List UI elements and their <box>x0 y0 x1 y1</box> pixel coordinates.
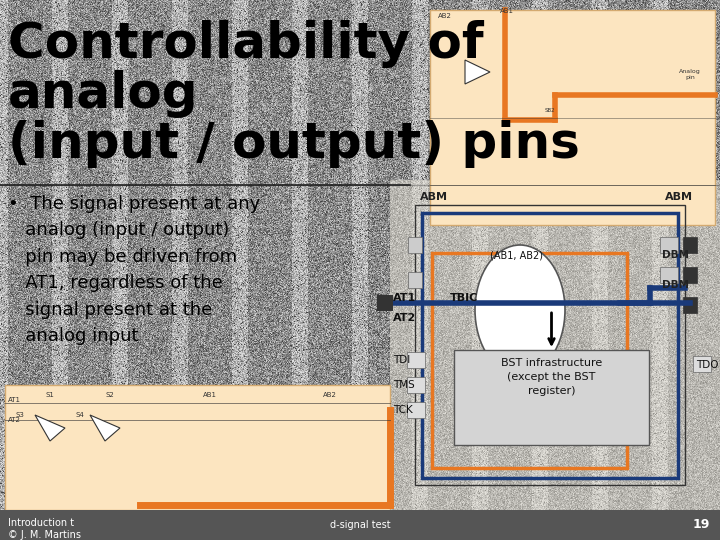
Text: DBM: DBM <box>662 250 689 260</box>
Bar <box>0 510 720 540</box>
Bar <box>683 267 697 283</box>
Text: BST infrastructure
(except the BST
register): BST infrastructure (except the BST regis… <box>501 358 602 396</box>
Text: Analog
pin: Analog pin <box>679 69 701 80</box>
Text: ABM: ABM <box>420 192 448 202</box>
Polygon shape <box>35 415 65 441</box>
Bar <box>408 272 422 288</box>
Bar <box>693 356 711 372</box>
Text: AT2: AT2 <box>8 417 21 423</box>
Text: © J. M. Martins: © J. M. Martins <box>8 530 81 540</box>
Text: TMS: TMS <box>393 380 415 390</box>
Bar <box>422 213 678 478</box>
Bar <box>408 237 422 253</box>
Polygon shape <box>90 415 120 441</box>
Text: AT1: AT1 <box>8 397 21 403</box>
Bar <box>432 253 627 468</box>
Bar <box>660 267 678 283</box>
Text: ABM: ABM <box>665 192 693 202</box>
Bar <box>407 377 425 393</box>
Text: S4: S4 <box>76 412 84 418</box>
Text: S2: S2 <box>106 392 114 398</box>
Text: (input / output) pins: (input / output) pins <box>8 120 580 168</box>
Bar <box>377 295 393 311</box>
Polygon shape <box>465 60 490 84</box>
Text: AB1: AB1 <box>500 8 514 14</box>
Text: •  The signal present at any
   analog (input / output)
   pin may be driven fro: • The signal present at any analog (inpu… <box>8 195 260 345</box>
Bar <box>5 385 390 510</box>
Text: (AB1, AB2): (AB1, AB2) <box>490 250 543 260</box>
Text: 19: 19 <box>693 518 710 531</box>
Text: TDI: TDI <box>393 355 410 365</box>
Bar <box>390 180 720 510</box>
Text: SB2: SB2 <box>545 108 555 113</box>
Text: TCK: TCK <box>393 405 413 415</box>
Text: DBM: DBM <box>662 280 689 290</box>
Bar <box>454 350 649 445</box>
Text: AT2: AT2 <box>393 313 416 323</box>
Text: TDO: TDO <box>696 360 719 370</box>
Text: Controllability of: Controllability of <box>8 20 484 68</box>
Bar <box>407 352 425 368</box>
Bar <box>683 237 697 253</box>
Text: AB1: AB1 <box>203 392 217 398</box>
Text: AB2: AB2 <box>438 13 452 19</box>
Bar <box>415 205 685 485</box>
Bar <box>430 10 715 225</box>
Text: Introduction t: Introduction t <box>8 518 74 528</box>
Text: S1: S1 <box>45 392 55 398</box>
Text: TBIC: TBIC <box>450 293 478 303</box>
Text: analog: analog <box>8 70 199 118</box>
Text: d-signal test: d-signal test <box>330 520 390 530</box>
Text: AT1: AT1 <box>393 293 416 303</box>
Bar <box>660 237 678 253</box>
Bar <box>407 402 425 418</box>
Ellipse shape <box>475 245 565 375</box>
Text: AB2: AB2 <box>323 392 337 398</box>
Bar <box>683 297 697 313</box>
Text: S3: S3 <box>16 412 24 418</box>
